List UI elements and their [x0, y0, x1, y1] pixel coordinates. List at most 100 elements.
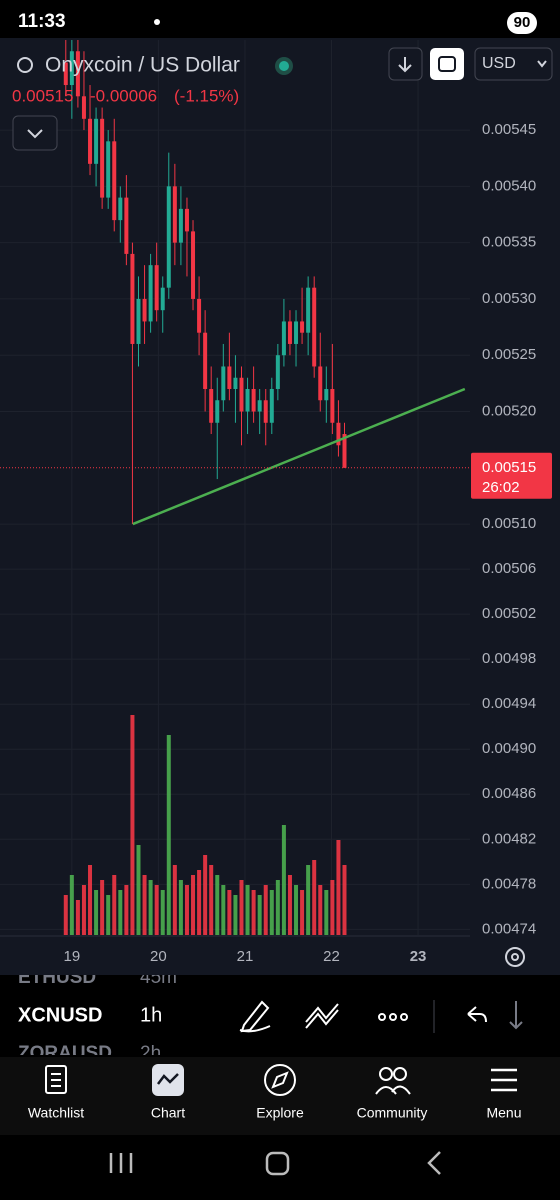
candle-body [148, 265, 153, 322]
candle-body [275, 355, 280, 389]
volume-bar [324, 890, 329, 935]
candle-body [215, 400, 220, 423]
quote-change-pct: (-1.15%) [174, 86, 239, 105]
volume-bar [336, 840, 341, 935]
watch-symbol[interactable]: ETHUSD [18, 967, 96, 988]
volume-bar [172, 865, 177, 935]
chart-panel [0, 38, 560, 975]
candle-body [154, 265, 159, 311]
draw-tool[interactable] [239, 1000, 271, 1033]
volume-bar [75, 900, 80, 935]
candle-body [287, 321, 292, 344]
volume-bar [203, 855, 208, 935]
countdown-label: 26:02 [482, 479, 520, 496]
candle-body [172, 186, 177, 243]
candle-body [94, 118, 99, 164]
x-tick-label: 20 [150, 948, 167, 965]
community-icon-body [375, 1085, 411, 1095]
candle-body [160, 287, 165, 311]
volume-bar [287, 875, 292, 935]
candle-body [312, 287, 317, 367]
y-tick-label: 0.00530 [482, 290, 536, 307]
trend-tool[interactable] [305, 1003, 339, 1029]
volume-bar [100, 880, 105, 935]
candle-body [324, 388, 329, 401]
back-button[interactable] [427, 1151, 441, 1175]
nav-item[interactable]: Chart [151, 1105, 185, 1121]
more-tools[interactable] [378, 1013, 408, 1021]
nav-item[interactable]: Watchlist [28, 1105, 84, 1121]
volume-bar [148, 880, 153, 935]
candle-body [318, 366, 323, 401]
y-tick-label: 0.00498 [482, 650, 536, 667]
settings-icon[interactable] [505, 947, 525, 967]
candle-body [306, 287, 311, 333]
candle-body [88, 118, 93, 164]
layout-button[interactable] [430, 48, 464, 80]
last-price-label: 0.00515 [482, 459, 536, 476]
trendline [132, 387, 466, 526]
recent-apps[interactable] [109, 1153, 133, 1173]
volume-bar [269, 890, 274, 935]
volume-bar [197, 870, 202, 935]
volume-bar [215, 875, 220, 935]
candle-body [81, 96, 86, 119]
volume-bar [221, 885, 226, 935]
volume-bar [312, 860, 317, 935]
status-dot [154, 19, 160, 25]
candle-body [69, 51, 74, 86]
volume-bar [245, 885, 250, 935]
volume-bar [142, 875, 147, 935]
volume-bar [257, 895, 262, 935]
volume-bar [94, 890, 99, 935]
volume-bar [300, 890, 305, 935]
volume-bar [124, 885, 129, 935]
candle-body [130, 253, 135, 344]
candle-body [251, 388, 256, 412]
volume-bar [69, 875, 74, 935]
watchlist-icon-lines [51, 1073, 61, 1087]
watchlist-strip [0, 975, 560, 1057]
volume-bar [306, 865, 311, 935]
candle-body [281, 321, 286, 356]
candle-body [112, 141, 117, 221]
scroll-button[interactable] [509, 1001, 523, 1030]
collapse-button[interactable] [12, 115, 58, 151]
y-tick-label: 0.00482 [482, 830, 536, 847]
y-tick-label: 0.00494 [482, 695, 536, 712]
candle-body [221, 366, 226, 401]
community-icon [379, 1067, 393, 1081]
x-tick-label: 23 [410, 948, 427, 965]
currency-button[interactable] [474, 47, 553, 81]
watch-symbol[interactable]: ZORAUSD [18, 1043, 112, 1064]
watch-symbol[interactable]: XCNUSD [18, 1004, 102, 1026]
nav-item[interactable]: Explore [256, 1105, 304, 1121]
volume-bar [263, 885, 268, 935]
volume-bar [130, 715, 135, 935]
collapse-icon [27, 129, 43, 139]
candle-body [106, 141, 111, 198]
volume-bar [166, 735, 171, 935]
candle-body [118, 197, 123, 221]
volume-bar [330, 880, 335, 935]
volume-bar [294, 885, 299, 935]
nav-item[interactable]: Community [357, 1105, 428, 1121]
y-tick-label: 0.00502 [482, 605, 536, 622]
watch-interval: 2h [140, 1043, 161, 1064]
volume-bar [342, 865, 347, 935]
volume-bar [88, 865, 93, 935]
volume-bar [81, 885, 86, 935]
watch-interval: 45m [140, 967, 177, 988]
plot [0, 40, 470, 935]
y-tick-label: 0.00510 [482, 515, 536, 532]
undo-button[interactable] [467, 1006, 487, 1023]
y-tick-label: 0.00545 [482, 121, 536, 138]
y-tick-label: 0.00478 [482, 875, 536, 892]
home-button[interactable] [265, 1151, 290, 1176]
nav-item[interactable]: Menu [486, 1105, 521, 1121]
candle-body [300, 321, 305, 333]
candle-body [330, 388, 335, 423]
symbol-title[interactable]: Onyxcoin / US Dollar [45, 54, 240, 77]
volume-bar [281, 825, 286, 935]
candle-body [239, 377, 244, 412]
